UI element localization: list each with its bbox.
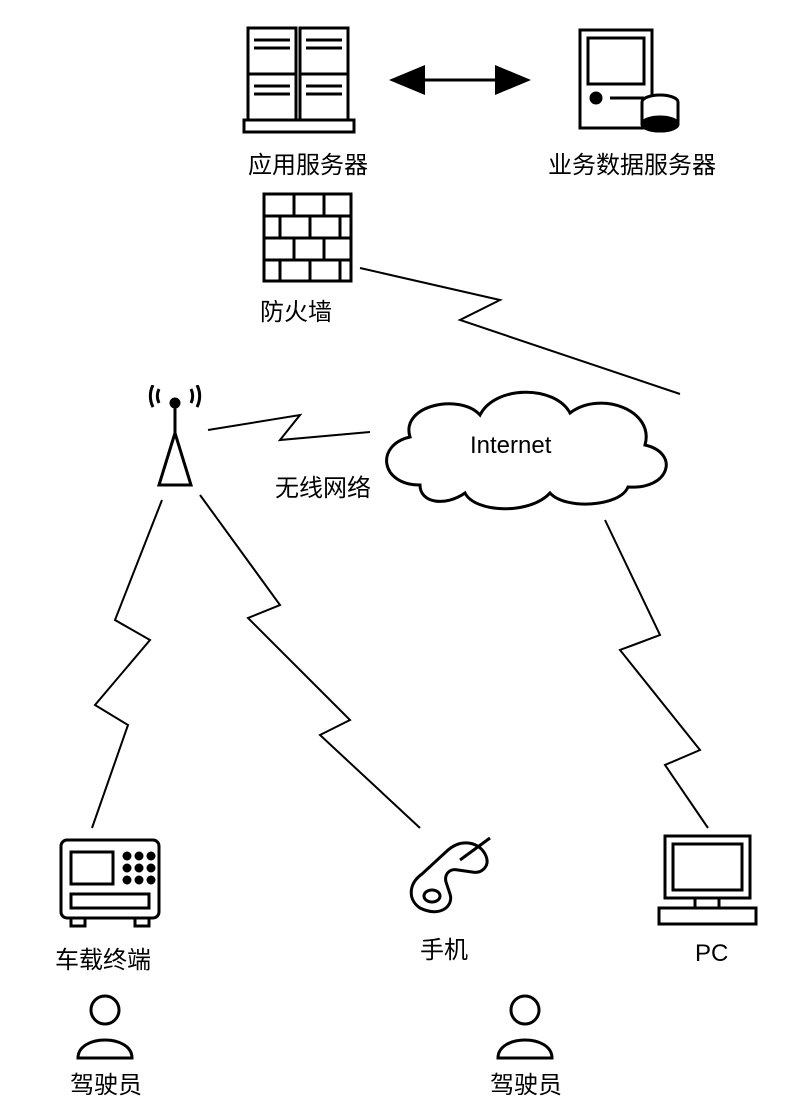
driver-left-icon [70,990,140,1060]
driver-right-icon [490,990,560,1060]
vehicle-terminal-icon [55,830,165,930]
driver-left-label: 驾驶员 [70,1065,142,1100]
phone-icon [400,830,495,920]
internet-label: Internet [470,432,551,460]
diagram-stage: 应用服务器 业务数据服务器 [0,0,800,1102]
app-server-icon [240,20,370,140]
firewall-icon [260,190,355,285]
driver-right-label: 驾驶员 [490,1065,562,1100]
data-server-icon [560,20,690,140]
pc-icon [655,830,760,930]
app-server-label: 应用服务器 [248,145,368,180]
firewall-label: 防火墙 [260,292,332,327]
wireless-label: 无线网络 [275,468,371,503]
pc-label: PC [695,940,728,968]
data-server-label: 业务数据服务器 [548,145,716,180]
antenna-icon [145,385,205,490]
phone-label: 手机 [420,930,468,965]
vehicle-terminal-label: 车载终端 [55,940,151,975]
